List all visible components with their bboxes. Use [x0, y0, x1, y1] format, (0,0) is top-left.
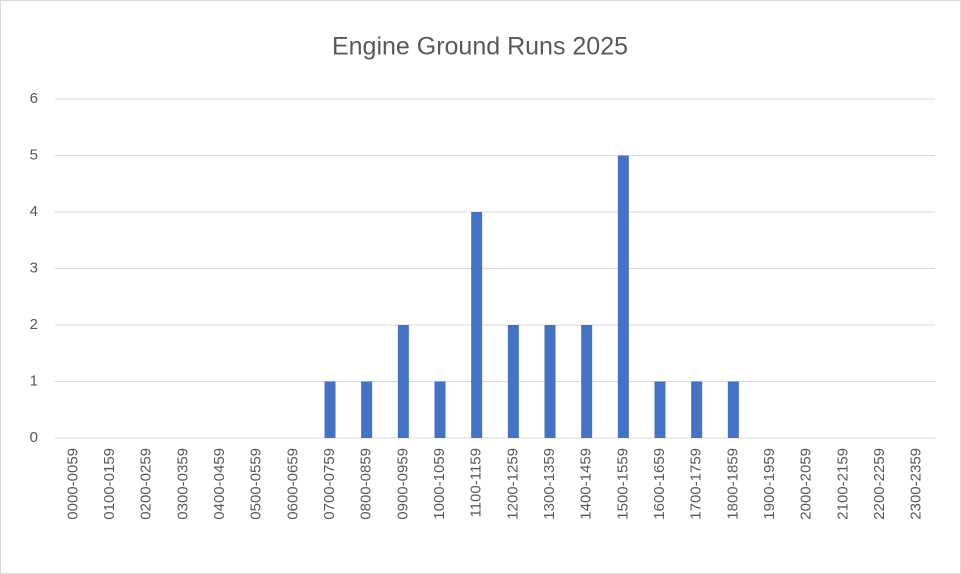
bar	[507, 325, 519, 438]
bar	[544, 325, 556, 438]
bar	[361, 381, 373, 438]
x-tick-label: 1000-1059	[431, 448, 448, 520]
y-tick-label: 1	[30, 372, 38, 389]
y-tick-label: 6	[30, 90, 38, 107]
x-tick-label: 1600-1659	[651, 448, 668, 520]
y-tick-label: 4	[30, 203, 38, 220]
y-tick-label: 0	[30, 429, 38, 446]
x-tick-label: 0600-0659	[284, 448, 301, 520]
x-tick-label: 2000-2059	[798, 448, 815, 520]
bar	[691, 381, 703, 438]
bar	[617, 155, 629, 438]
x-tick-label: 0500-0559	[248, 448, 265, 520]
x-tick-label: 1300-1359	[541, 448, 558, 520]
bar	[654, 381, 666, 438]
x-tick-label: 1900-1959	[761, 448, 778, 520]
x-tick-label: 1400-1459	[578, 448, 595, 520]
x-tick-label: 0900-0959	[394, 448, 411, 520]
x-tick-label: 0000-0059	[64, 448, 81, 520]
x-tick-label: 2100-2159	[834, 448, 851, 520]
bar	[397, 325, 409, 438]
x-tick-label: 0100-0159	[101, 448, 118, 520]
bar	[581, 325, 593, 438]
x-tick-label: 0800-0859	[358, 448, 375, 520]
y-tick-label: 3	[30, 259, 38, 276]
x-tick-label: 1800-1859	[724, 448, 741, 520]
x-tick-label: 1100-1159	[468, 448, 485, 518]
bar	[434, 381, 446, 438]
chart-title: Engine Ground Runs 2025	[332, 33, 628, 61]
bar	[727, 381, 739, 438]
y-tick-label: 2	[30, 316, 38, 333]
x-tick-label: 0700-0759	[321, 448, 338, 520]
x-tick-label: 2300-2359	[908, 448, 925, 520]
bar	[471, 212, 483, 438]
x-tick-label: 1200-1259	[504, 448, 521, 520]
x-tick-label: 0300-0359	[174, 448, 191, 520]
bar	[324, 381, 336, 438]
y-tick-label: 5	[30, 146, 38, 163]
x-tick-label: 0200-0259	[138, 448, 155, 520]
x-tick-label: 0400-0459	[211, 448, 228, 520]
x-tick-label: 1500-1559	[614, 448, 631, 520]
x-tick-label: 1700-1759	[688, 448, 705, 520]
x-tick-label: 2200-2259	[871, 448, 888, 520]
